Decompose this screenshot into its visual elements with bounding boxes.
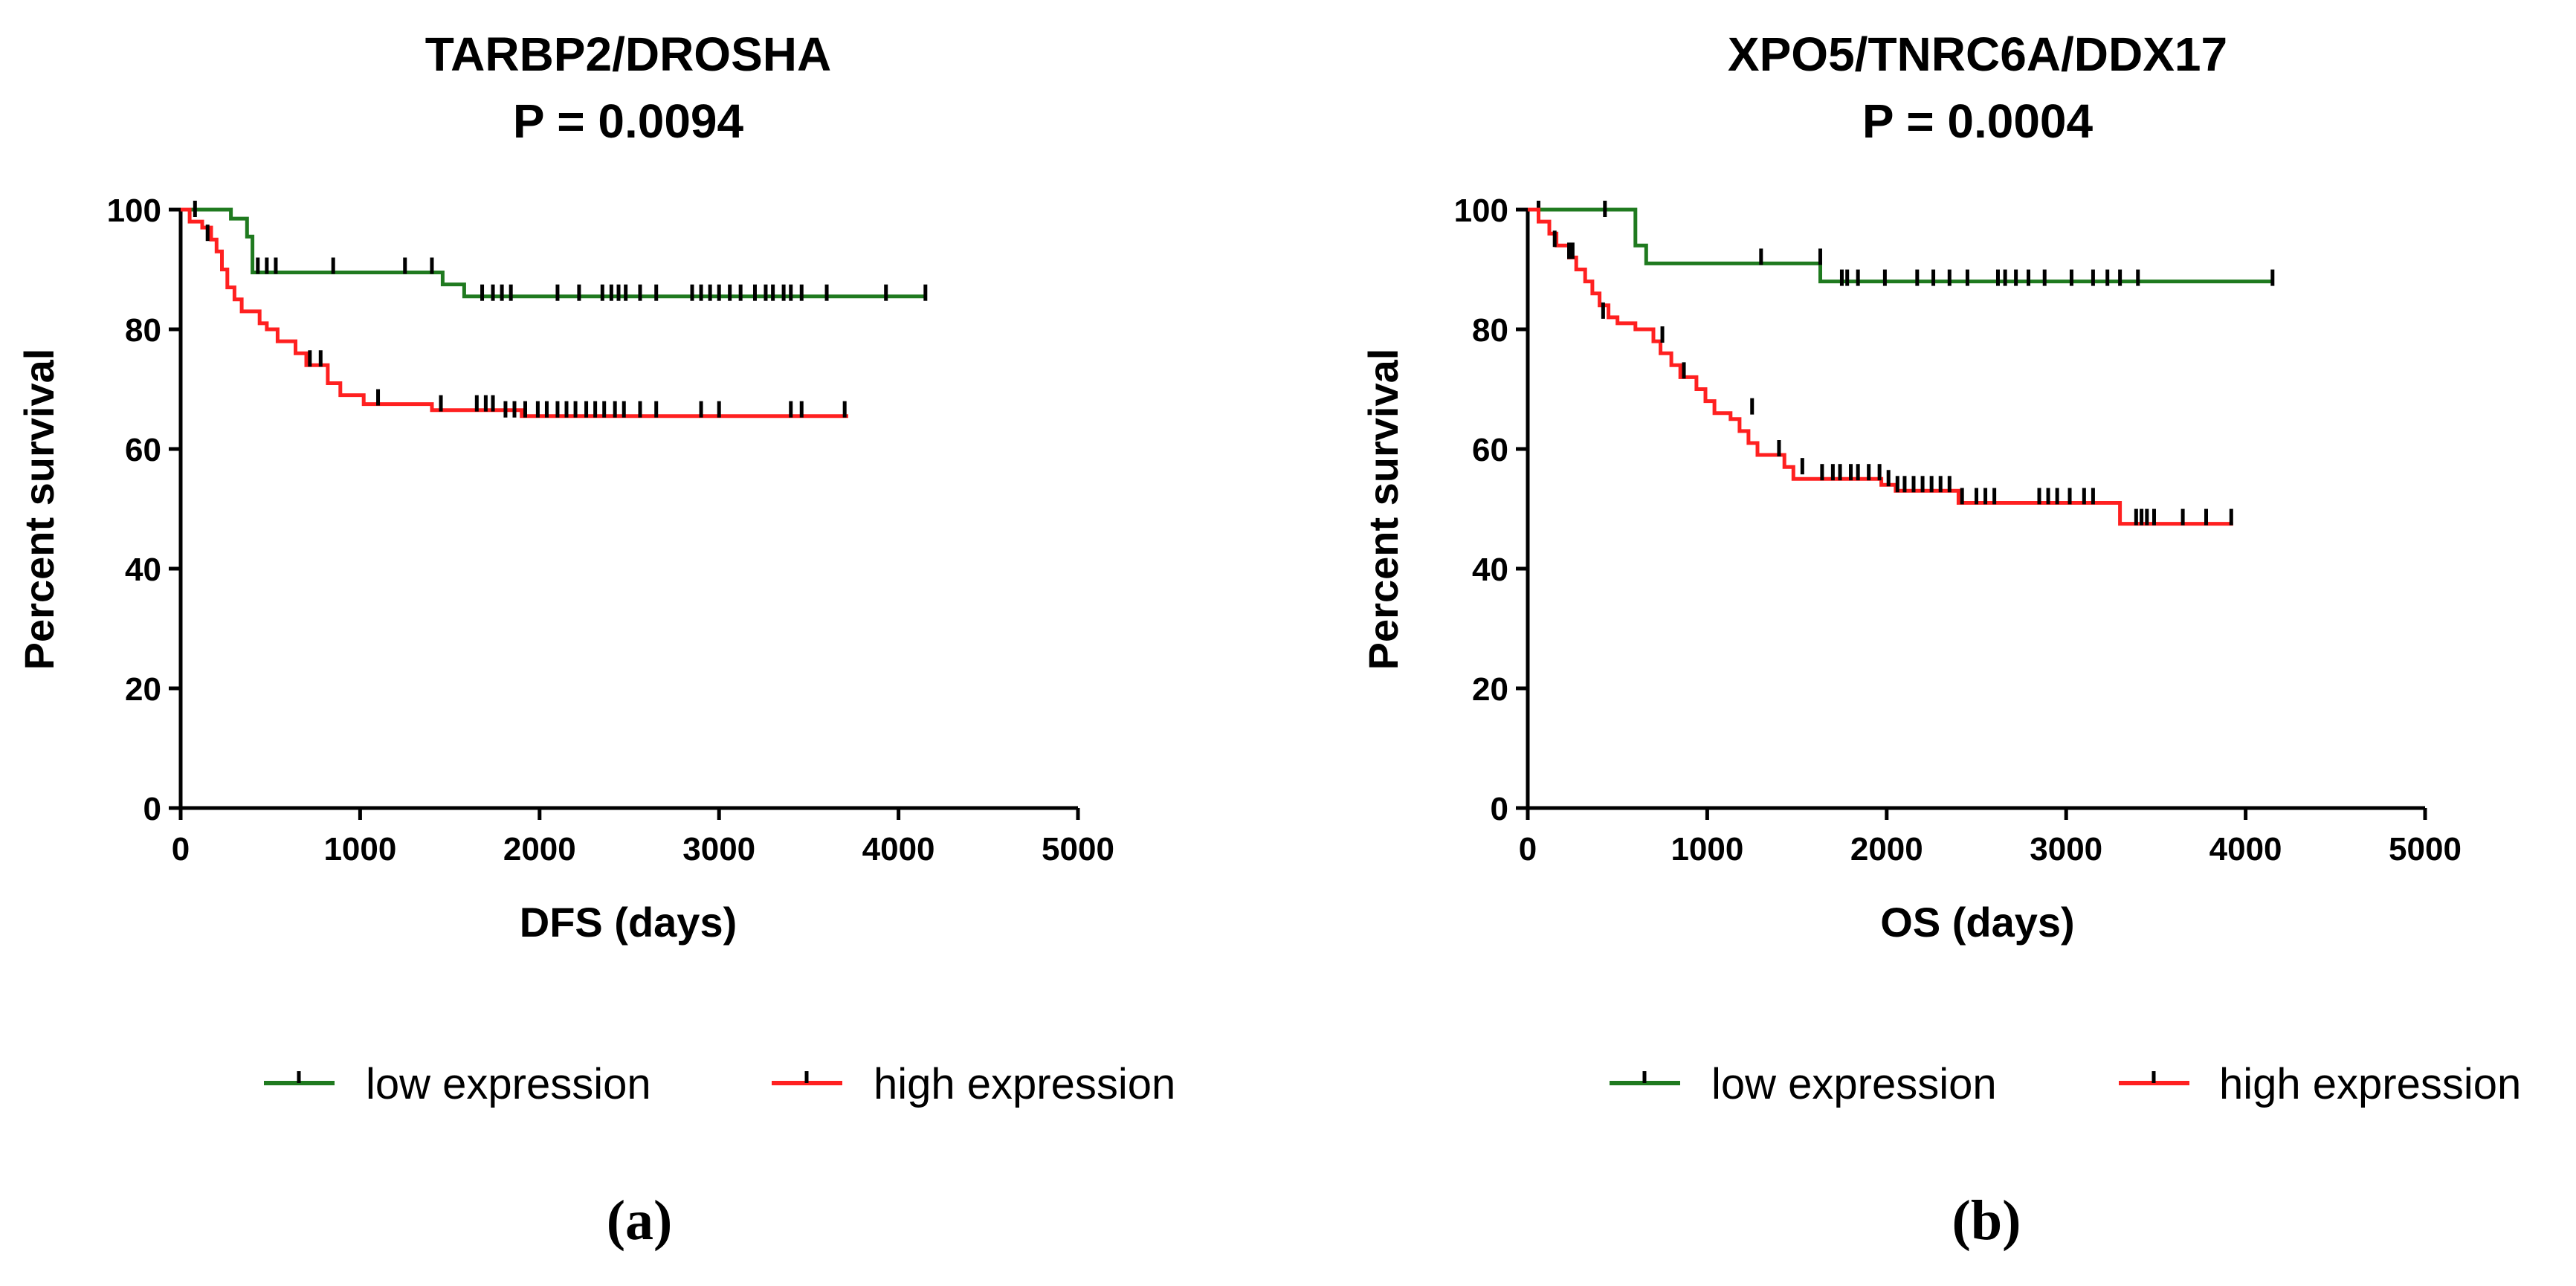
x-tick-label-5000: 5000 (1042, 831, 1114, 867)
chart-title-line1: XPO5/TNRC6A/DDX17 (1728, 28, 2227, 81)
chart-title-line1: TARBP2/DROSHA (425, 28, 831, 81)
x-tick-label-1000: 1000 (323, 831, 396, 867)
y-tick-label-80: 80 (1472, 312, 1508, 349)
legend-label-high-expression: high expression (874, 1060, 1175, 1108)
y-tick-label-80: 80 (125, 312, 161, 349)
panel-label: (b) (1952, 1189, 2021, 1252)
y-tick-label-100: 100 (1454, 193, 1508, 229)
legend-label-high-expression: high expression (2219, 1060, 2521, 1108)
y-tick-label-0: 0 (143, 791, 161, 827)
legend-item-high-expression: high expression (772, 1060, 1175, 1108)
y-tick-label-100: 100 (107, 193, 161, 229)
x-tick-label-0: 0 (1519, 831, 1537, 867)
x-tick-label-3000: 3000 (682, 831, 755, 867)
y-tick-label-40: 40 (1472, 552, 1508, 588)
legend: low expression high expression (1610, 1060, 2521, 1108)
legend-label-low-expression: low expression (366, 1060, 651, 1108)
series-curve-low-expression (1528, 207, 2273, 284)
y-axis-label: Percent survival (1360, 349, 1407, 671)
plot-area (181, 201, 928, 419)
y-tick-label-0: 0 (1491, 791, 1508, 827)
y-tick-label-20: 20 (1472, 671, 1508, 708)
x-tick-label-4000: 4000 (862, 831, 935, 867)
axes (1526, 210, 2425, 810)
series-curve-high-expression (181, 207, 848, 419)
legend-label-low-expression: low expression (1711, 1060, 1997, 1108)
x-tick-label-4000: 4000 (2209, 831, 2282, 867)
y-axis-label: Percent survival (16, 349, 62, 671)
x-tick-label-0: 0 (172, 831, 190, 867)
y-tick-label-20: 20 (125, 671, 161, 708)
legend-item-low-expression: low expression (1610, 1060, 1997, 1108)
y-tick-label-40: 40 (125, 552, 161, 588)
chart-title-line2: P = 0.0094 (513, 94, 744, 148)
axes (178, 210, 1078, 810)
legend: low expression high expression (264, 1060, 1175, 1108)
x-tick-label-2000: 2000 (503, 831, 576, 867)
x-axis-label: OS (days) (1880, 899, 2074, 946)
chart-title-line2: P = 0.0004 (1862, 94, 2094, 148)
ticks: 0 1000 2000 3000 4000 5000 0 20 40 60 80 100 (107, 193, 1114, 867)
x-tick-label-5000: 5000 (2389, 831, 2462, 867)
series-curve-high-expression (1528, 207, 2233, 526)
panel-b: XPO5/TNRC6A/DDX17 P = 0.0004 0 1000 2000 30… (1360, 28, 2521, 1252)
x-axis-label: DFS (days) (520, 899, 737, 946)
x-tick-label-2000: 2000 (1850, 831, 1923, 867)
legend-item-high-expression: high expression (2119, 1060, 2521, 1108)
panel-label: (a) (607, 1189, 673, 1252)
x-tick-label-3000: 3000 (2030, 831, 2102, 867)
plot-area (1528, 201, 2275, 526)
series-curve-low-expression (181, 207, 926, 299)
x-tick-label-1000: 1000 (1670, 831, 1743, 867)
y-tick-label-60: 60 (1472, 432, 1508, 468)
panel-a: TARBP2/DROSHA P = 0.0094 0 1000 2000 3000 40… (16, 28, 1175, 1252)
legend-item-low-expression: low expression (264, 1060, 651, 1108)
y-tick-label-60: 60 (125, 432, 161, 468)
ticks: 0 1000 2000 3000 4000 5000 0 20 40 60 80 100 (1454, 193, 2462, 867)
